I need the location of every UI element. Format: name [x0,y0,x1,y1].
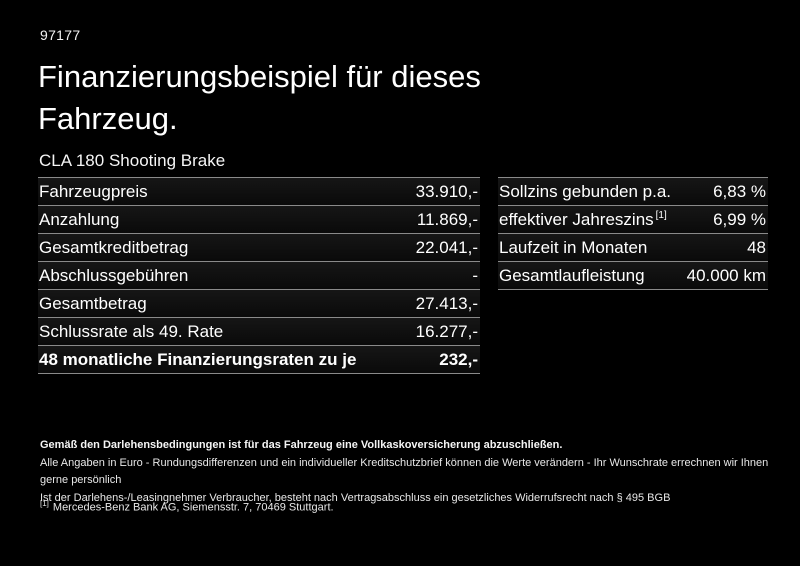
row-value: 232,- [439,349,478,369]
row-label: Gesamtkreditbetrag [39,237,189,257]
table-row-abschlussgebuehren: Abschlussgebühren - [38,262,480,290]
table-row-gesamtkreditbetrag: Gesamtkreditbetrag 22.041,- [38,234,480,262]
row-label: Laufzeit in Monaten [499,237,648,257]
row-label: Fahrzeugpreis [39,181,148,201]
page-title-line2: Fahrzeug. [38,101,178,136]
table-row-anzahlung: Anzahlung 11.869,- [38,206,480,234]
footnote-marker: [1] [655,209,667,221]
page-title: Finanzierungsbeispiel für dieses Fahrzeu… [38,56,481,140]
document-number: 97177 [40,27,81,43]
row-value: 16.277,- [415,321,478,341]
table-row-fahrzeugpreis: Fahrzeugpreis 33.910,- [38,178,480,206]
conditions-table: Sollzins gebunden p.a. 6,83 % effektiver… [498,177,768,290]
table-row-sollzins: Sollzins gebunden p.a. 6,83 % [498,178,768,206]
table-row-laufzeit: Laufzeit in Monaten 48 [498,234,768,262]
table-row-monatsrate: 48 monatliche Finanzierungsraten zu je 2… [38,346,480,374]
row-label: Abschlussgebühren [39,265,189,285]
row-label: Anzahlung [39,209,120,229]
row-value: 11.869,- [416,209,478,229]
row-label: 48 monatliche Finanzierungsraten zu je [39,349,357,369]
footnote: [1] Mercedes-Benz Bank AG, Siemensstr. 7,… [40,499,334,514]
row-value: 33.910,- [415,181,478,201]
fine-print-line1: Gemäß den Darlehensbedingungen ist für d… [40,439,563,451]
row-value: 22.041,- [415,237,478,257]
row-label: effektiver Jahreszins [1] [499,210,667,230]
row-value: - [472,265,478,285]
row-label: Gesamtbetrag [39,293,147,313]
table-row-gesamtbetrag: Gesamtbetrag 27.413,- [38,290,480,318]
table-row-gesamtlaufleistung: Gesamtlaufleistung 40.000 km [498,262,768,290]
row-label: Gesamtlaufleistung [499,265,645,285]
table-row-schlussrate: Schlussrate als 49. Rate 16.277,- [38,318,480,346]
fine-print: Gemäß den Darlehensbedingungen ist für d… [40,437,770,507]
row-label: Sollzins gebunden p.a. [499,181,672,201]
page-title-line1: Finanzierungsbeispiel für dieses [38,59,481,94]
row-label: Schlussrate als 49. Rate [39,321,224,341]
footnote-text: Mercedes-Benz Bank AG, Siemensstr. 7, 70… [52,501,334,514]
row-value: 6,83 % [713,181,766,201]
fine-print-line2: Alle Angaben in Euro - Rundungsdifferenz… [40,456,769,487]
fine-print-line3: Ist der Darlehens-/Leasingnehmer Verbrau… [40,491,671,504]
row-value: 40.000 km [686,265,766,285]
vehicle-model: CLA 180 Shooting Brake [39,151,226,170]
table-row-effektiver-jahreszins: effektiver Jahreszins [1] 6,99 % [498,206,768,234]
row-value: 6,99 % [713,209,766,229]
row-label-text: effektiver Jahreszins [499,209,654,229]
row-value: 27.413,- [415,293,478,313]
footnote-ref-marker: [1] [40,499,49,508]
finance-table: Fahrzeugpreis 33.910,- Anzahlung 11.869,… [38,177,480,374]
row-value: 48 [747,237,766,257]
